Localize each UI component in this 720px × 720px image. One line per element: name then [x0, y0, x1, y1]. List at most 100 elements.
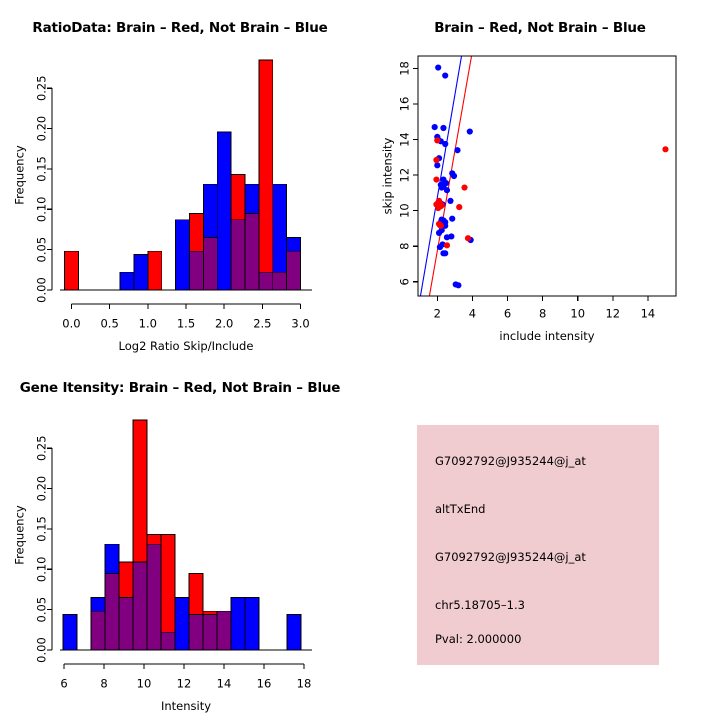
histogram-bar: [244, 597, 260, 651]
panel-ratio-histogram: RatioData: Brain – Red, Not Brain – Blue…: [0, 0, 360, 360]
histogram-bar: [258, 59, 274, 291]
ratio-histogram-svg: 0.00 0.05 0.10 0.15 0.20 0.25 Frequency 0.0 0.5 1…: [13, 59, 312, 353]
annotation-info-box: G7092792@J935244@j_at altTxEnd G7092792@J9…: [417, 425, 659, 665]
svg-text:2: 2: [434, 307, 441, 321]
scatter-point: [438, 202, 445, 209]
svg-text:8: 8: [398, 243, 412, 250]
histogram-bar-overlap: [188, 250, 204, 291]
svg-text:18: 18: [398, 61, 412, 76]
scatter-point: [461, 184, 468, 191]
histogram-bar-overlap: [258, 271, 274, 291]
info-background: [417, 425, 659, 665]
histogram-bar: [216, 131, 232, 291]
svg-text:0.00: 0.00: [35, 277, 49, 303]
gene-intensity-histogram-content: 0.00 0.05 0.10 0.15 0.20 0.25 Frequency 6 8 10 12 1…: [13, 419, 312, 713]
info-line-probeset-id: G7092792@J935244@j_at: [435, 454, 586, 468]
svg-text:14: 14: [641, 307, 656, 321]
scatter-point: [443, 234, 451, 241]
svg-text:0.00: 0.00: [35, 637, 49, 663]
info-line-event-type: altTxEnd: [435, 502, 485, 516]
scatter-point: [431, 124, 438, 131]
histogram-bar-overlap: [244, 212, 260, 291]
svg-text:0.05: 0.05: [35, 597, 49, 623]
blue-fit: [419, 56, 463, 296]
svg-text:skip intensity: skip intensity: [381, 137, 395, 214]
svg-text:0.0: 0.0: [62, 317, 80, 331]
histogram-bar: [286, 614, 302, 651]
scatter-plot: 6 8 10 12 14 16 18 skip intensity 2 4 6 8 10 12 14 incl…: [360, 0, 720, 360]
ratio-histogram-content: 0.00 0.05 0.10 0.15 0.20 0.25 Frequency 0.0 0.5 1…: [13, 59, 312, 353]
svg-text:10: 10: [137, 677, 152, 691]
scatter-point: [455, 282, 462, 289]
histogram-bar: [119, 271, 135, 291]
scatter-point: [454, 147, 461, 154]
svg-text:0.10: 0.10: [35, 556, 49, 582]
scatter-point: [442, 140, 449, 148]
svg-text:6: 6: [60, 677, 67, 691]
scatter-point: [464, 235, 472, 242]
histogram-bar: [133, 254, 149, 291]
svg-text:14: 14: [217, 677, 232, 691]
panel-intensity-scatter: Brain – Red, Not Brain – Blue 6 8 10 12 14 16…: [360, 0, 720, 360]
svg-text:12: 12: [177, 677, 192, 691]
svg-text:6: 6: [504, 307, 511, 321]
histogram-bar-overlap: [202, 237, 218, 291]
histogram-bar: [62, 614, 78, 651]
scatter-point: [443, 187, 451, 194]
svg-text:12: 12: [605, 307, 620, 321]
scatter-point: [437, 222, 444, 229]
scatter-title: Brain – Red, Not Brain – Blue: [434, 20, 646, 36]
svg-text:2.0: 2.0: [215, 317, 233, 331]
svg-text:6: 6: [398, 278, 412, 285]
svg-text:10: 10: [398, 203, 412, 218]
svg-text:14: 14: [398, 132, 412, 147]
svg-text:16: 16: [398, 97, 412, 112]
histogram-bar-overlap: [216, 610, 232, 651]
histogram-bar-overlap: [230, 219, 246, 291]
svg-text:0.25: 0.25: [35, 435, 49, 461]
histogram-bar-overlap: [286, 250, 301, 291]
scatter-point: [435, 229, 443, 236]
svg-text:8: 8: [539, 307, 546, 321]
plot-frame: [417, 55, 677, 297]
svg-text:2.5: 2.5: [253, 317, 271, 331]
scatter-svg: 6 8 10 12 14 16 18 skip intensity 2 4 6 8 10 12 14 incl…: [381, 55, 677, 343]
histogram-bar-overlap: [188, 614, 204, 651]
svg-text:0.15: 0.15: [35, 156, 49, 182]
svg-text:4: 4: [469, 307, 476, 321]
scatter-point: [436, 244, 444, 251]
svg-text:Log2 Ratio Skip/Include: Log2 Ratio Skip/Include: [119, 339, 254, 353]
intensity-scatter-content: 6 8 10 12 14 16 18 skip intensity 2 4 6 8 10 12 14 incl…: [381, 55, 677, 343]
svg-text:0.20: 0.20: [35, 476, 49, 502]
gene-histogram-title: Gene Itensity: Brain – Red, Not Brain – …: [19, 380, 341, 396]
info-line-locus: chr5.18705–1.3: [435, 598, 525, 612]
ratio-histogram-plot: 0.00 0.05 0.10 0.15 0.20 0.25 Frequency 0.0 0.5 1…: [0, 0, 360, 360]
scatter-point: [434, 137, 441, 144]
scatter-point: [440, 124, 447, 132]
svg-text:Frequency: Frequency: [13, 145, 27, 205]
svg-text:0.20: 0.20: [35, 116, 49, 142]
histogram-bar-overlap: [104, 572, 120, 651]
svg-text:10: 10: [570, 307, 585, 321]
scatter-point: [433, 176, 440, 183]
scatter-point: [438, 184, 445, 191]
scatter-point: [442, 250, 449, 257]
svg-text:0.15: 0.15: [35, 516, 49, 542]
histogram-bar: [174, 597, 190, 651]
svg-text:1.5: 1.5: [177, 317, 195, 331]
scatter-point: [450, 172, 458, 180]
histogram-bar: [147, 250, 163, 291]
histogram-bar: [64, 250, 79, 291]
scatter-point: [434, 162, 441, 169]
svg-text:16: 16: [257, 677, 272, 691]
gene-histogram-svg: 0.00 0.05 0.10 0.15 0.20 0.25 Frequency 6 8 10 12 1…: [13, 419, 312, 713]
svg-text:include intensity: include intensity: [499, 329, 594, 343]
svg-text:1.0: 1.0: [139, 317, 157, 331]
scatter-point: [443, 242, 451, 249]
ratio-histogram-title: RatioData: Brain – Red, Not Brain – Blue: [32, 20, 328, 36]
svg-text:Intensity: Intensity: [161, 699, 211, 713]
histogram-bar-overlap: [272, 271, 288, 291]
scatter-point: [433, 156, 440, 164]
histogram-bar-overlap: [202, 614, 218, 651]
gene-histogram-plot: 0.00 0.05 0.10 0.15 0.20 0.25 Frequency 6 8 10 12 1…: [0, 360, 360, 720]
